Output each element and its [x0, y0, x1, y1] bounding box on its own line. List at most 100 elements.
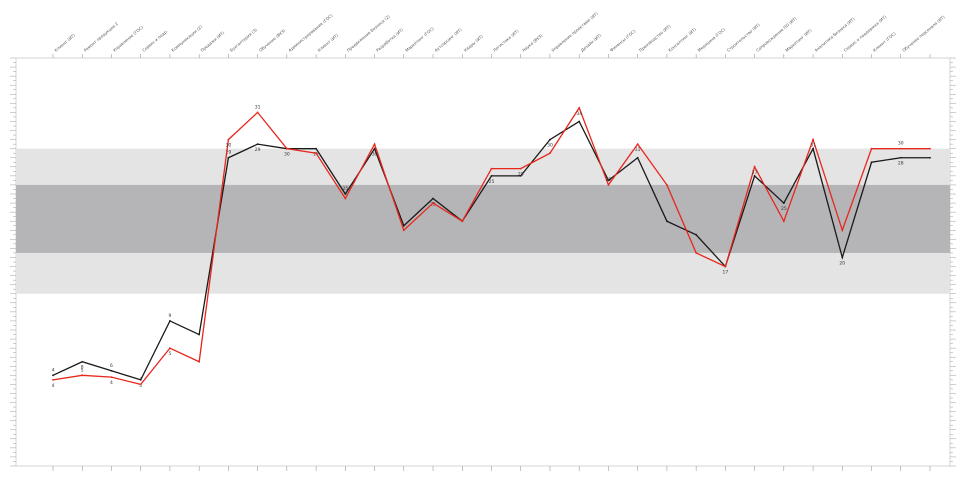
- data-label: 5: [168, 351, 171, 357]
- data-point: [198, 360, 201, 363]
- data-point: [636, 156, 639, 159]
- data-label: 25: [489, 179, 495, 185]
- x-tick-label: Дизайн (ИТ): [580, 32, 603, 52]
- data-point: [315, 147, 317, 150]
- data-label: 17: [722, 270, 728, 276]
- data-point: [519, 174, 522, 177]
- data-point: [315, 152, 317, 155]
- data-point: [753, 174, 756, 177]
- data-point: [169, 320, 171, 322]
- data-point: [899, 156, 902, 159]
- data-point: [841, 229, 844, 232]
- data-label: 5: [81, 367, 84, 373]
- y-axis-ticks: [10, 57, 956, 467]
- x-tick-label: Логистика (ИТ): [492, 28, 520, 53]
- data-label: 25: [606, 177, 612, 183]
- data-label: 34: [576, 111, 582, 117]
- band-1: [16, 184, 950, 253]
- data-point: [607, 179, 610, 182]
- data-label: 5: [139, 383, 142, 389]
- data-point: [812, 147, 814, 150]
- x-tick-label: Консалтинг (ИТ): [667, 26, 697, 52]
- data-label: 28: [518, 172, 524, 178]
- data-point: [139, 378, 142, 381]
- data-point: [666, 220, 668, 223]
- data-label: 25: [781, 206, 787, 212]
- data-label: 4: [52, 383, 55, 389]
- data-point: [227, 156, 230, 159]
- data-point: [344, 193, 347, 195]
- data-point: [402, 224, 405, 227]
- data-point: [782, 220, 785, 223]
- data-point: [52, 374, 54, 377]
- x-tick-label: Финансы (ГОС): [609, 28, 637, 53]
- data-point: [870, 147, 873, 150]
- data-point: [519, 167, 522, 170]
- data-point: [285, 147, 288, 150]
- data-label: 31: [810, 143, 816, 149]
- data-label: 8: [81, 365, 84, 371]
- x-tick-label: Обучение (ВУЗ): [258, 28, 287, 53]
- x-tick-label: Наука (ВУЗ): [521, 33, 544, 53]
- data-point: [870, 161, 873, 164]
- data-label: 30: [898, 141, 904, 147]
- data-point: [256, 111, 259, 114]
- data-point: [929, 147, 931, 150]
- data-label: 9: [168, 313, 171, 319]
- data-label: 25: [342, 186, 348, 192]
- x-tick-label: Кадры (ИТ): [463, 33, 485, 52]
- data-label: 30: [372, 152, 378, 158]
- data-point: [753, 165, 756, 168]
- data-point: [607, 184, 610, 186]
- data-point: [432, 197, 434, 200]
- x-tick-label: Обучение персонала (ИТ): [901, 14, 946, 53]
- data-point: [227, 138, 230, 141]
- data-point: [695, 252, 698, 254]
- data-point: [782, 202, 785, 204]
- data-label: 4: [139, 376, 142, 382]
- data-point: [198, 333, 201, 336]
- x-tick-label: Клиент (ИТ): [53, 32, 76, 52]
- x-tick-label: Маркетинг (ГОС): [404, 26, 435, 53]
- x-tick-label: Коммуникации (2): [170, 24, 203, 53]
- x-tick-label: Бухгалтерия (3): [229, 27, 258, 53]
- data-point: [636, 143, 639, 146]
- x-tick-label: Разработка (ИТ): [375, 27, 405, 53]
- data-point: [81, 374, 84, 377]
- data-point: [490, 167, 493, 170]
- data-point: [81, 360, 84, 363]
- x-tick-label: Клиент (ИТ): [317, 32, 340, 52]
- data-point: [461, 220, 464, 223]
- data-point: [841, 256, 844, 259]
- data-point: [899, 147, 902, 150]
- data-point: [578, 106, 581, 109]
- data-label: 4: [52, 367, 55, 373]
- data-label: 20: [839, 260, 845, 266]
- data-point: [344, 197, 347, 200]
- data-point: [402, 229, 405, 232]
- data-point: [373, 147, 376, 150]
- data-label: 28: [898, 161, 904, 167]
- x-tick-label: Маркетинг (ИТ): [784, 28, 813, 53]
- data-label: 6: [110, 363, 113, 369]
- data-point: [139, 383, 142, 386]
- data-point: [929, 156, 931, 159]
- x-tick-label: Медицина (ГОС): [697, 27, 727, 53]
- x-tick-label: Сервис и подр.: [141, 29, 169, 53]
- data-point: [666, 184, 668, 186]
- data-point: [812, 138, 814, 141]
- reference-bands: [16, 148, 950, 294]
- x-tick-label: Управление (ГОС): [112, 24, 145, 52]
- data-point: [256, 143, 259, 146]
- data-point: [578, 120, 581, 123]
- x-tick-label: Продажи (ИТ): [200, 30, 226, 53]
- data-label: 31: [255, 104, 261, 110]
- series-layer: 48 65929292725302525301725202845445303130…: [52, 104, 931, 389]
- data-point: [110, 369, 113, 372]
- data-point: [490, 174, 493, 177]
- x-tick-label: Управление проектами (ИТ): [550, 11, 599, 53]
- data-label: 27: [752, 170, 758, 176]
- data-point: [695, 233, 698, 236]
